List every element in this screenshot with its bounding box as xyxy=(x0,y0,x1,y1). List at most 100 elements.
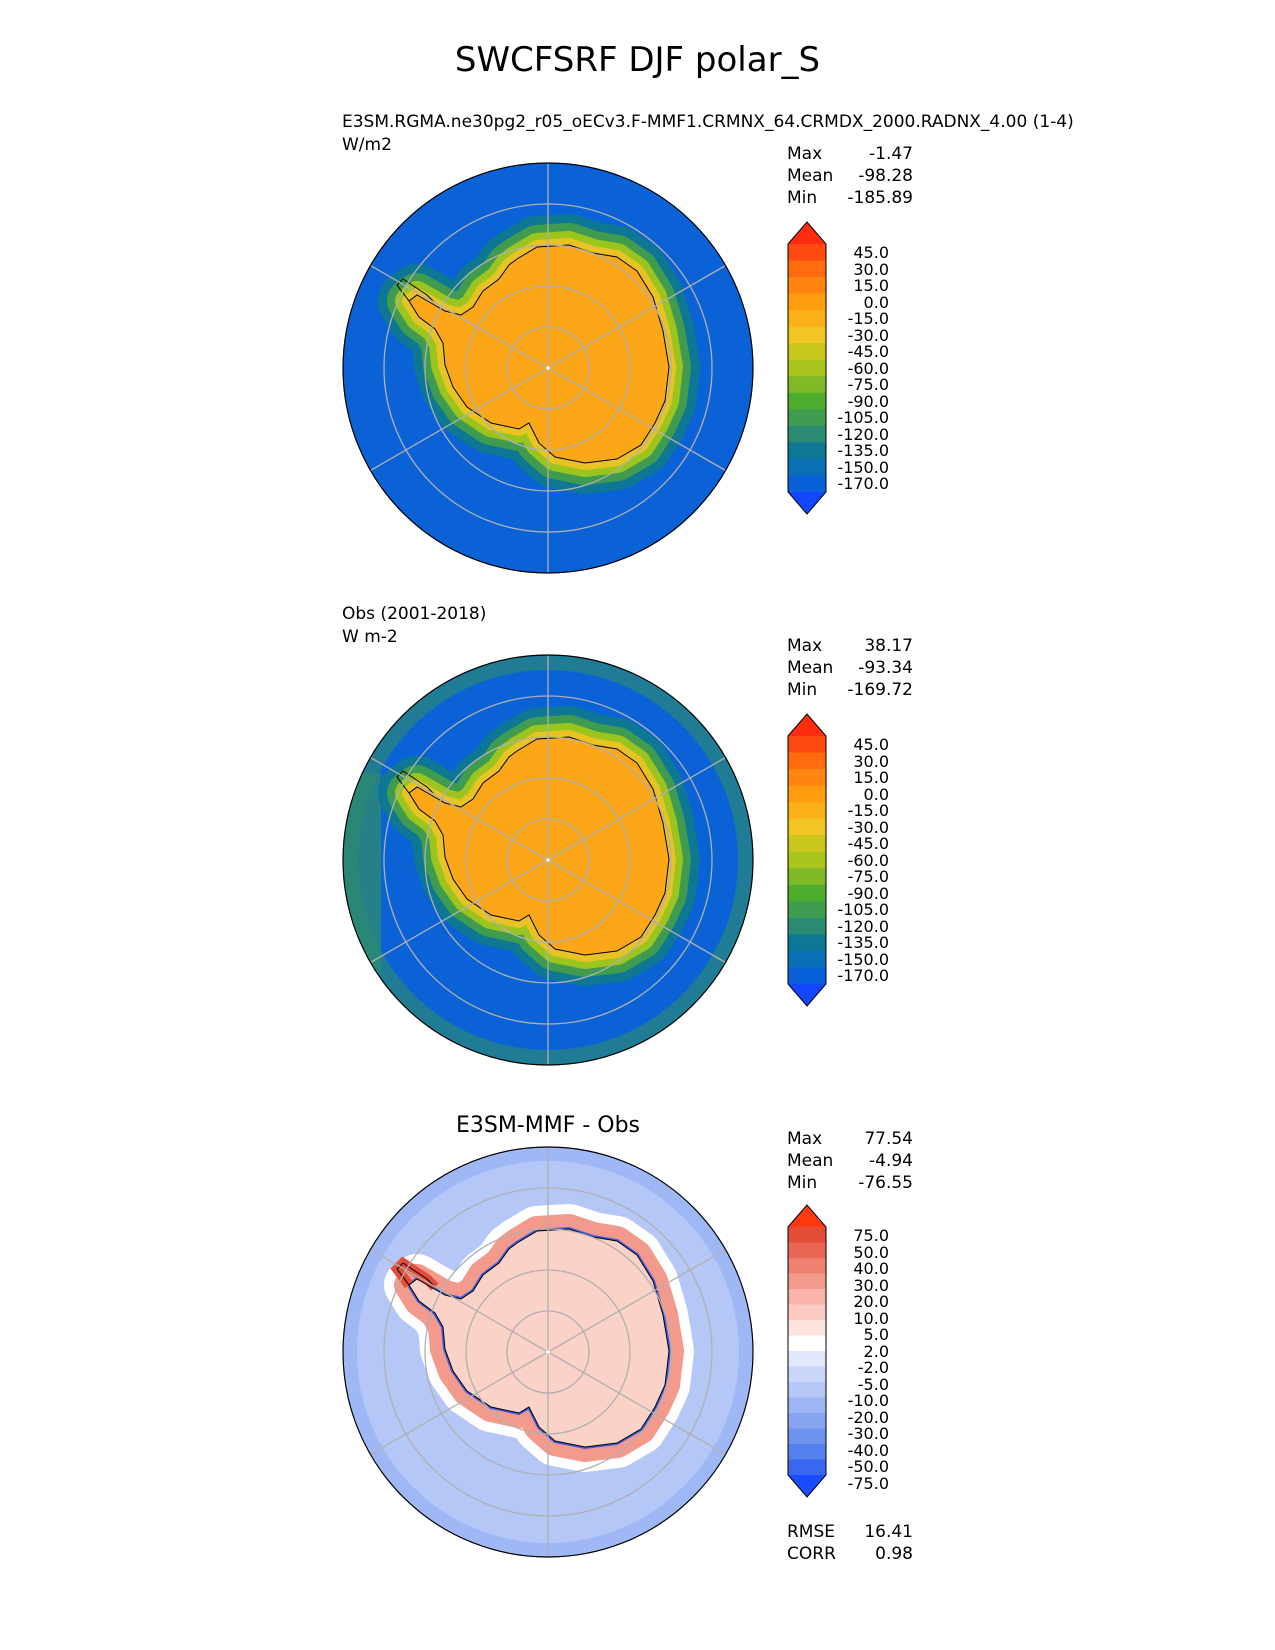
colorbar-segment xyxy=(788,392,826,410)
colorbar-segment xyxy=(788,736,826,754)
colorbar-diff xyxy=(787,1204,827,1498)
page-title: SWCFSRF DJF polar_S xyxy=(454,40,821,80)
panel-3-title: E3SM-MMF - Obs xyxy=(455,1113,641,1138)
panel-2-title: Obs (2001-2018) xyxy=(342,604,487,624)
colorbar-tick-label: -10.0 xyxy=(847,1391,889,1410)
colorbar-tick-label: 75.0 xyxy=(853,1226,889,1245)
colorbar-segment xyxy=(788,934,826,952)
stat-label: Max xyxy=(787,144,823,164)
panel-2-units: W m-2 xyxy=(342,627,398,647)
stat-value: -1.47 xyxy=(869,144,913,164)
metric-label: RMSE xyxy=(787,1522,836,1542)
colorbar-segment xyxy=(788,1304,826,1321)
colorbar-segment xyxy=(788,1444,826,1461)
colorbar-segment xyxy=(788,1273,826,1290)
field-ice-sheet xyxy=(409,245,669,463)
colorbar-extend-min xyxy=(788,492,826,514)
colorbar-tick-label: -60.0 xyxy=(847,358,889,378)
colorbar-tick-label: -135.0 xyxy=(837,933,889,952)
colorbar-tick-label: 20.0 xyxy=(853,1292,889,1311)
colorbar-segment xyxy=(788,425,826,443)
colorbar-segment xyxy=(788,1413,826,1430)
field-ice-sheet xyxy=(409,737,669,955)
colorbar-extend-min xyxy=(788,1475,826,1497)
meridian-line xyxy=(370,1248,549,1353)
colorbar-tick-label: 0.0 xyxy=(863,784,889,804)
stat-value: -93.34 xyxy=(858,658,913,678)
colorbar-outline xyxy=(787,1204,827,1498)
stat-label: Mean xyxy=(787,1151,834,1171)
colorbar-tick-label: -30.0 xyxy=(847,1424,889,1443)
coastline-peninsula xyxy=(396,1262,436,1288)
colorbar-tick-label: -90.0 xyxy=(847,883,889,903)
colorbar-outline xyxy=(787,221,827,515)
meridian-line xyxy=(547,756,726,861)
stat-label: Min xyxy=(787,1173,818,1193)
map-boundary xyxy=(342,654,754,1066)
colorbar-tick-label: -15.0 xyxy=(847,801,889,820)
colorbar-tick-label: -170.0 xyxy=(837,966,889,985)
metric-label: CORR xyxy=(787,1544,836,1564)
colorbar-tick-label: -5.0 xyxy=(857,1374,889,1394)
colorbar-segment xyxy=(788,785,826,803)
colorbar-segment xyxy=(788,818,826,836)
meridian-line xyxy=(370,756,549,861)
stat-label: Min xyxy=(787,188,818,208)
colorbar-segment xyxy=(788,884,826,902)
meridian-line xyxy=(370,859,549,964)
colorbar-segment xyxy=(788,310,826,328)
stat-value: -98.28 xyxy=(858,166,913,186)
colorbar-segment xyxy=(788,376,826,394)
map-boundary xyxy=(342,162,754,574)
colorbar-segment xyxy=(788,1397,826,1414)
stat-label: Max xyxy=(787,1129,823,1149)
meridian-line xyxy=(370,264,549,369)
colorbar-segment xyxy=(788,1366,826,1383)
metric-value: 0.98 xyxy=(875,1544,913,1564)
colorbar-tick-label: -75.0 xyxy=(847,375,889,394)
south-pole-marker xyxy=(546,1350,550,1354)
colorbar-tick-label: 5.0 xyxy=(863,1325,889,1344)
colorbar-tick-label: -120.0 xyxy=(837,424,889,444)
colorbar-segment xyxy=(788,442,826,460)
south-pole-marker xyxy=(546,858,550,862)
colorbar-segment xyxy=(788,409,826,427)
panel-3-metrics: RMSE 16.41 CORR 0.98 xyxy=(787,1521,913,1565)
colorbar-segment xyxy=(788,967,826,985)
map-boundary xyxy=(342,1146,754,1558)
colorbar-tick-label: -135.0 xyxy=(837,441,889,460)
colorbar-obs xyxy=(787,713,827,1007)
colorbar-segment xyxy=(788,475,826,493)
metric-value: 16.41 xyxy=(864,1522,913,1542)
colorbar-tick-label: -2.0 xyxy=(857,1358,889,1377)
colorbar-tick-label: -30.0 xyxy=(847,325,889,345)
colorbar-tick-label: -90.0 xyxy=(847,391,889,411)
panel-1-title: E3SM.RGMA.ne30pg2_r05_oECv3.F-MMF1.CRMNX… xyxy=(342,112,1074,132)
colorbar-segment xyxy=(788,1351,826,1368)
colorbar-segment xyxy=(788,458,826,477)
colorbar-tick-label: 30.0 xyxy=(853,751,889,771)
colorbar-segment xyxy=(788,1258,826,1275)
colorbar-segment xyxy=(788,260,826,278)
panel-1-units: W/m2 xyxy=(342,135,392,155)
colorbar-tick-label: -150.0 xyxy=(837,949,889,969)
colorbar-segment xyxy=(788,244,826,262)
colorbar-tick-label: -45.0 xyxy=(847,834,889,853)
colorbar-tick-label: 30.0 xyxy=(853,1275,889,1295)
colorbar-segment xyxy=(788,752,826,770)
stat-label: Mean xyxy=(787,658,834,678)
colorbar-segment xyxy=(788,343,826,361)
colorbar-tick-label: 45.0 xyxy=(853,243,889,262)
colorbar-segment xyxy=(788,917,826,935)
colorbar-tick-label: -60.0 xyxy=(847,850,889,870)
stat-value: 38.17 xyxy=(864,636,913,656)
colorbar-outline xyxy=(787,713,827,1007)
colorbar-segment xyxy=(788,1227,826,1244)
colorbar-tick-label: -105.0 xyxy=(837,408,889,427)
colorbar-tick-label: -105.0 xyxy=(837,900,889,919)
polar-map-model xyxy=(342,162,754,574)
polar-map-obs xyxy=(342,654,754,1066)
colorbar-tick-label: 45.0 xyxy=(853,735,889,754)
colorbar-segment xyxy=(788,1382,826,1399)
colorbar-tick-label: 40.0 xyxy=(853,1259,889,1278)
